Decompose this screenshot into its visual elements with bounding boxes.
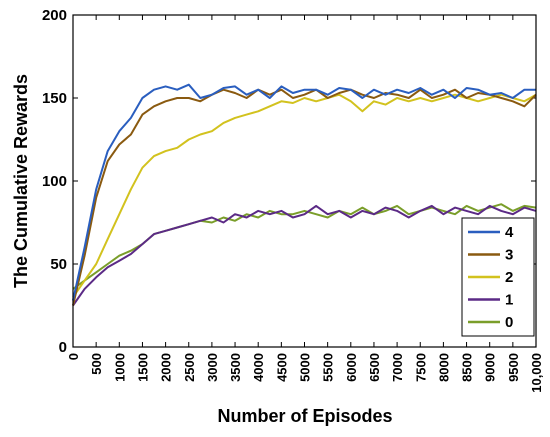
- y-tick-label: 0: [59, 339, 67, 356]
- x-tick-label: 3500: [228, 353, 243, 382]
- y-tick-label: 150: [42, 90, 67, 107]
- x-tick-label: 2000: [159, 353, 174, 382]
- x-tick-label: 7500: [413, 353, 428, 382]
- x-tick-label: 0: [66, 353, 81, 360]
- x-tick-label: 2500: [182, 353, 197, 382]
- x-tick-label: 5000: [298, 353, 313, 382]
- x-tick-label: 9500: [506, 353, 521, 382]
- y-axis-ticks: 0 50 100 150 200: [42, 7, 536, 356]
- series-line-3: [72, 88, 537, 306]
- x-tick-label: 1500: [135, 353, 150, 382]
- legend-label-3: 3: [505, 247, 513, 264]
- x-tick-label: 500: [89, 353, 104, 375]
- x-tick-label: 1000: [112, 353, 127, 382]
- x-tick-label: 4500: [274, 353, 289, 382]
- series-line-1: [72, 204, 537, 307]
- x-tick-label: 7000: [390, 353, 405, 382]
- x-tick-label: 6000: [344, 353, 359, 382]
- x-tick-label: 8500: [460, 353, 475, 382]
- x-tick-label: 8000: [436, 353, 451, 382]
- legend-label-1: 1: [505, 292, 513, 309]
- legend: 4 3 2 1 0: [461, 217, 535, 337]
- x-tick-label: 4000: [251, 353, 266, 382]
- y-tick-label: 200: [42, 7, 67, 24]
- legend-label-0: 0: [505, 314, 513, 331]
- x-tick-label: 10,000: [529, 353, 544, 393]
- series-layer: [72, 83, 537, 307]
- x-axis-ticks: 0 500 1000 1500 2000 2500 3000 3500 4000 4500 5000…: [66, 15, 544, 393]
- x-axis-label: Number of Episodes: [217, 406, 392, 426]
- legend-label-4: 4: [505, 224, 514, 241]
- x-tick-label: 6500: [367, 353, 382, 382]
- x-tick-label: 5500: [321, 353, 336, 382]
- y-tick-label: 50: [50, 256, 67, 273]
- y-axis-label: The Cumulative Rewards: [11, 74, 31, 288]
- plot-frame: [72, 14, 537, 348]
- x-tick-label: 3000: [205, 353, 220, 382]
- x-tick-label: 9000: [483, 353, 498, 382]
- legend-label-2: 2: [505, 269, 513, 286]
- y-tick-label: 100: [42, 173, 67, 190]
- series-line-4: [72, 83, 536, 301]
